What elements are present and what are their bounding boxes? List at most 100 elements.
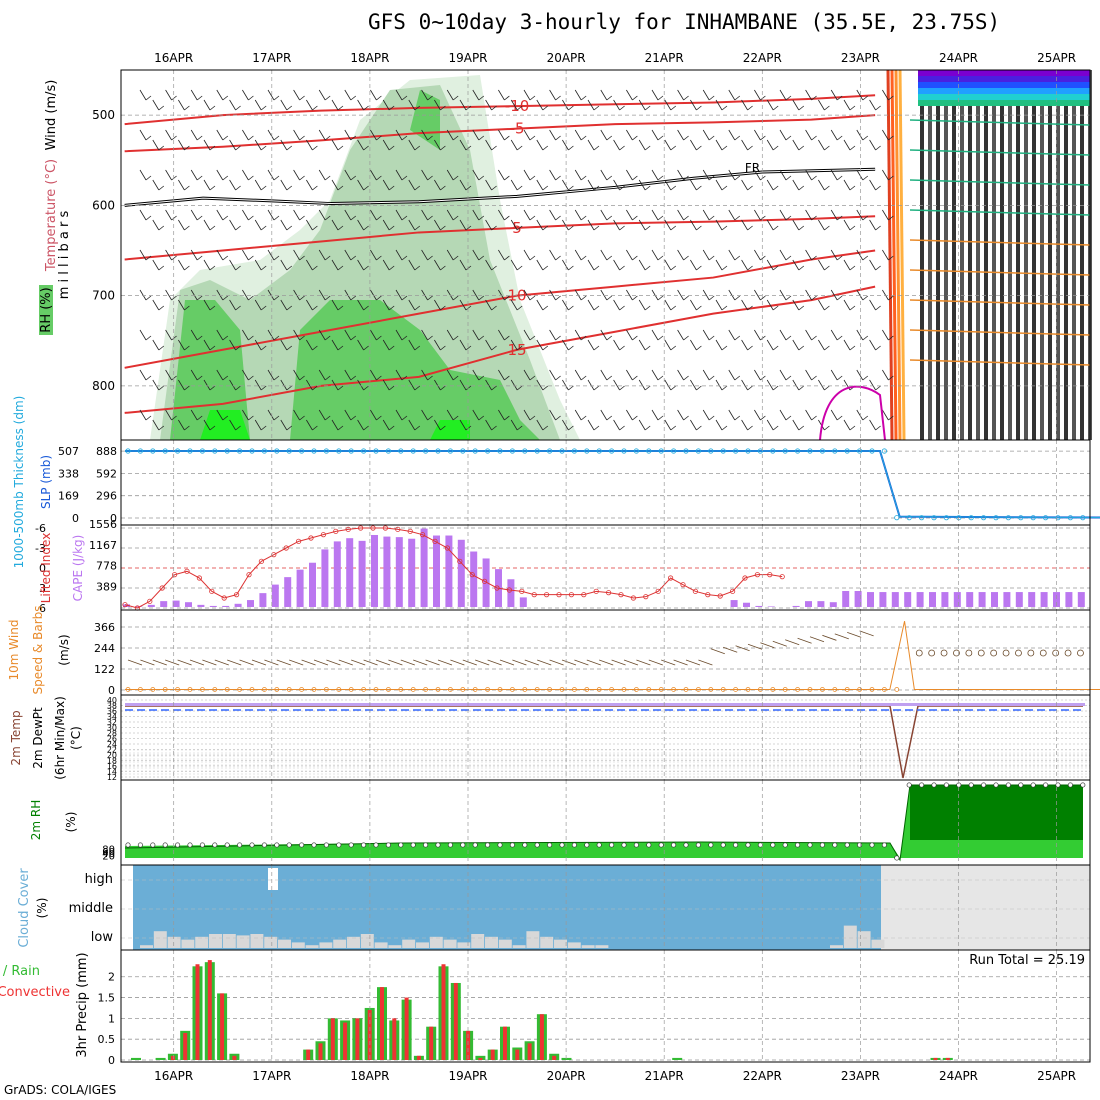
cloud-low-bar	[402, 939, 416, 948]
wind-barb	[446, 209, 454, 221]
wind-barb-flag	[376, 175, 382, 181]
wind-barb-flag	[619, 145, 625, 151]
wind-barb-10m	[809, 636, 825, 643]
rh-shading-area	[430, 420, 470, 440]
wind-barb	[510, 139, 518, 151]
wind-barb-flag	[222, 375, 229, 381]
cape-bar	[209, 605, 217, 607]
2m-rh-marker	[993, 782, 999, 788]
wind-barb	[331, 219, 339, 231]
wind-barb-flag	[260, 145, 267, 151]
thickness-marker	[807, 448, 813, 454]
lifted-index-marker	[692, 588, 699, 594]
wind-barb-flag	[273, 295, 280, 301]
wind-barb	[472, 249, 480, 261]
wind-barb	[472, 169, 480, 181]
wind-barb-flag	[747, 425, 753, 431]
wind-barb	[190, 89, 198, 101]
wind-barb	[293, 249, 300, 261]
thickness-marker	[274, 448, 280, 454]
wind-speed-marker	[882, 687, 887, 692]
wind-barb	[165, 289, 172, 301]
thickness-marker	[137, 448, 143, 454]
wind-barb-flag	[657, 215, 664, 221]
temperature-contour-5	[124, 215, 876, 261]
wind-barb	[395, 249, 403, 261]
cape-bar	[160, 601, 168, 607]
cape-bar	[519, 597, 527, 607]
wind-barb	[638, 299, 646, 311]
thickness-marker	[993, 515, 999, 521]
rh-shading-area	[170, 300, 250, 440]
lifted-index-marker	[295, 538, 302, 544]
wind-barb-flag	[171, 215, 177, 221]
2m-rh-marker	[609, 842, 615, 848]
wind-barb	[779, 289, 787, 301]
thickness-marker	[770, 448, 776, 454]
wind-barb	[830, 289, 838, 301]
thickness-marker	[584, 448, 590, 454]
panel-frame-2m-temp-dewpt	[120, 694, 1091, 781]
wind-barb	[408, 299, 416, 311]
wind-barb	[587, 219, 595, 231]
wind-barb-flag	[158, 425, 165, 431]
wind-barb	[638, 219, 646, 231]
wind-barb-flag	[158, 225, 165, 231]
thickness-marker	[980, 515, 987, 521]
wind-barb-flag	[580, 335, 587, 341]
wind-barb-flag	[734, 215, 741, 221]
wind-barb	[510, 379, 518, 391]
dense-contour-band	[1064, 70, 1068, 440]
lifted-index-marker	[432, 538, 438, 544]
wind-barb	[421, 329, 428, 341]
wind-barb	[830, 369, 838, 381]
precip-convective-bar	[416, 1055, 421, 1060]
wind-barb	[446, 129, 454, 141]
wind-barb	[690, 219, 697, 231]
wind-barb	[344, 289, 352, 301]
wind-barb-flag	[478, 135, 485, 141]
lifted-index-marker	[680, 582, 686, 588]
wind-barb-flag	[401, 295, 408, 301]
wind-barb-flag	[683, 255, 689, 261]
wind-barb	[600, 89, 608, 101]
wind-barb	[408, 419, 416, 431]
wind-barb	[677, 369, 684, 381]
wind-barb-flag	[158, 265, 165, 271]
wind-barb	[690, 379, 697, 391]
wind-barb	[638, 259, 646, 271]
wind-barb-flag	[670, 265, 677, 271]
wind-barb-flag	[465, 185, 472, 191]
2m-rh-marker	[782, 842, 788, 848]
wind-barb	[638, 99, 646, 111]
wind-barb	[139, 369, 147, 381]
wind-barb-flag	[337, 105, 344, 111]
lifted-index-marker	[643, 594, 649, 600]
wind-barb	[562, 379, 569, 391]
cape-bar	[1053, 592, 1060, 607]
thickness-marker	[646, 448, 652, 454]
rh-shading-area	[160, 85, 560, 440]
thickness-marker	[125, 448, 131, 454]
precip-convective-bar	[355, 1018, 360, 1060]
precip-tick-label: 0.5	[98, 1033, 116, 1046]
wind-barb-flag	[350, 175, 357, 181]
wind-barb-10m	[388, 659, 403, 666]
wind-barb-flag	[491, 105, 497, 111]
wind-barb	[190, 289, 198, 301]
open-circle-marker	[1027, 649, 1035, 657]
wind-barb-flag	[516, 225, 523, 231]
wind-barb-flag	[158, 385, 165, 391]
cloud-low-bar	[181, 939, 195, 948]
wind-barb-flag	[222, 215, 229, 221]
wind-speed-marker	[472, 687, 478, 692]
wind-barb-flag	[529, 255, 536, 261]
wind-barb	[830, 409, 838, 421]
wind-barb	[754, 289, 761, 301]
wind-barb	[203, 379, 211, 391]
wind-speed-marker	[435, 687, 441, 692]
wind-barb-flag	[184, 265, 190, 271]
thickness-marker	[162, 448, 168, 454]
wind-barb-flag	[286, 225, 293, 231]
wind-barb	[190, 129, 198, 141]
